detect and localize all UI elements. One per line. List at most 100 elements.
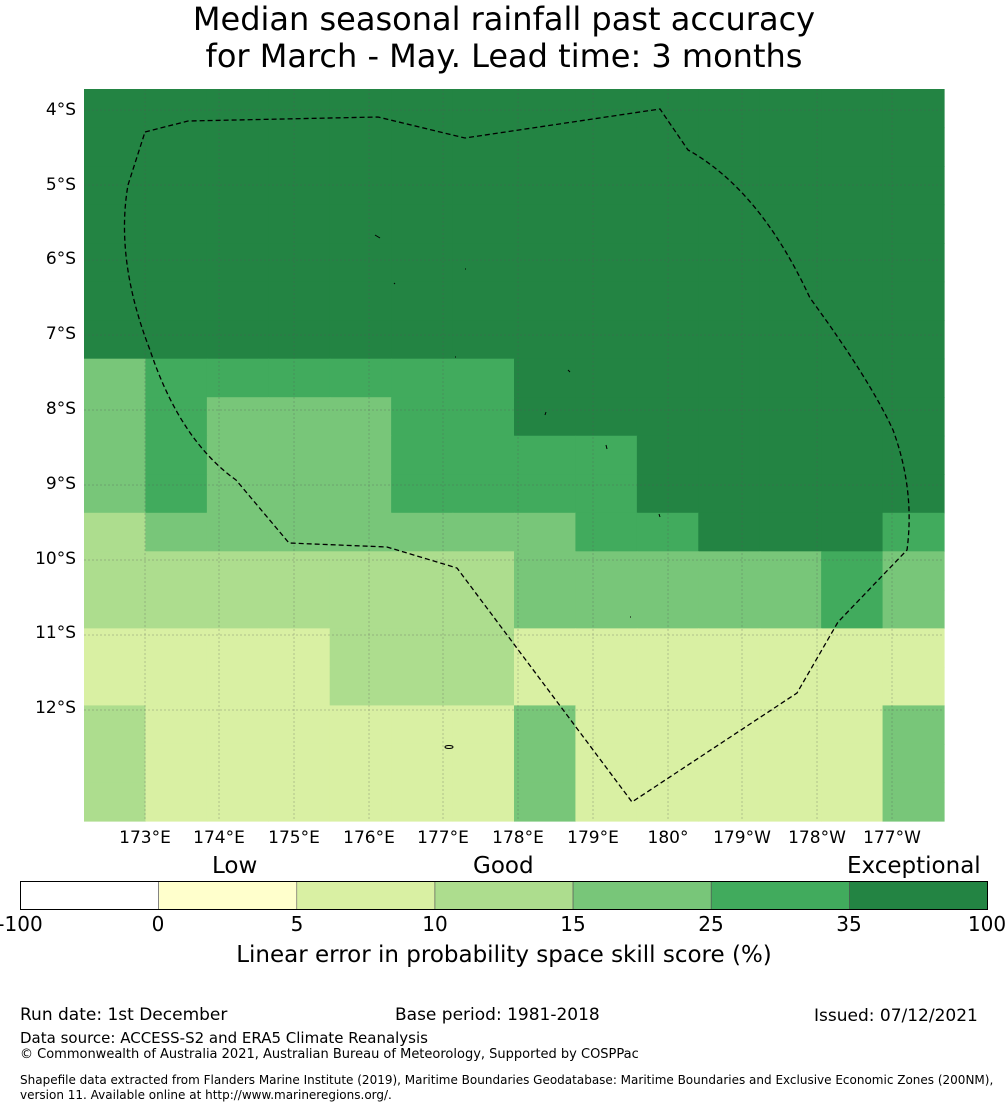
grid-cell xyxy=(329,320,392,360)
island xyxy=(544,411,547,416)
grid-cell xyxy=(206,628,269,668)
grid-cell xyxy=(268,782,331,822)
grid-cell xyxy=(575,512,638,552)
grid-cell xyxy=(84,512,147,552)
grid-cell xyxy=(84,743,147,784)
grid-cell xyxy=(145,281,208,321)
grid-cell xyxy=(575,628,638,668)
grid-cell xyxy=(84,628,147,668)
grid-cell xyxy=(391,666,454,707)
grid-cell xyxy=(759,127,822,167)
eez-boundary xyxy=(123,108,910,803)
grid-cell xyxy=(514,435,577,475)
grid-cell xyxy=(575,705,638,745)
grid-cell xyxy=(821,204,884,244)
lon-label-173e: 173°E xyxy=(119,828,171,848)
grid-cell xyxy=(882,589,945,629)
grid-cell xyxy=(759,358,822,398)
colorbar-tick: 5 xyxy=(290,912,304,936)
grid-cell xyxy=(575,89,638,129)
grid-cell xyxy=(268,474,331,514)
grid-cell xyxy=(84,243,147,283)
grid-cell xyxy=(391,320,454,360)
grid-cell xyxy=(84,589,147,629)
grid-cell xyxy=(452,89,515,129)
grid-cell xyxy=(698,782,761,822)
grid-cell xyxy=(452,551,515,591)
grid-cell xyxy=(329,743,392,784)
grid-cell xyxy=(84,435,147,475)
island xyxy=(658,513,661,518)
lat-label-5s: 5°S xyxy=(45,175,76,195)
grid-cell xyxy=(821,89,884,129)
grid-cell xyxy=(575,166,638,206)
skill-score-map xyxy=(84,89,945,822)
grid-cell xyxy=(452,782,515,822)
grid-cell xyxy=(84,89,147,129)
grid-cell xyxy=(84,551,147,591)
grid-cell xyxy=(391,589,454,629)
grid-cell xyxy=(452,397,515,437)
grid-cell xyxy=(452,204,515,244)
grid-cell xyxy=(821,782,884,822)
grid-cell xyxy=(452,127,515,167)
shapefile-credit: Shapefile data extracted from Flanders M… xyxy=(20,1073,994,1102)
lon-label-178e: 178°E xyxy=(492,828,544,848)
grid-cell xyxy=(206,474,269,514)
grid-cell xyxy=(759,166,822,206)
grid-cell xyxy=(145,628,208,668)
category-exceptional: Exceptional xyxy=(847,853,981,879)
grid-cell xyxy=(514,281,577,321)
grid-cell xyxy=(759,89,822,129)
lon-label-177w: 177°W xyxy=(863,828,921,848)
lon-label-175e: 175°E xyxy=(268,828,320,848)
grid-cell xyxy=(329,589,392,629)
grid-cell xyxy=(452,281,515,321)
grid-cell xyxy=(452,666,515,707)
grid-cell xyxy=(575,127,638,167)
island xyxy=(567,369,571,373)
grid-cell xyxy=(759,243,822,283)
grid-cell xyxy=(145,435,208,475)
grid-cell xyxy=(391,782,454,822)
grid-cell xyxy=(391,358,454,398)
grid-cell xyxy=(514,204,577,244)
grid-cell xyxy=(452,628,515,668)
grid-cell xyxy=(329,127,392,167)
grid-cell xyxy=(882,281,945,321)
grid-cell xyxy=(698,397,761,437)
grid-cell xyxy=(698,127,761,167)
grid-cell xyxy=(391,166,454,206)
grid-cell xyxy=(84,666,147,707)
grid-cell xyxy=(268,320,331,360)
grid-cell xyxy=(329,281,392,321)
grid-cell xyxy=(698,435,761,475)
grid-cell xyxy=(575,435,638,475)
grid-cell xyxy=(821,743,884,784)
grid-cell xyxy=(268,589,331,629)
grid-cell xyxy=(84,127,147,167)
grid-cell xyxy=(206,666,269,707)
colorbar-label: Linear error in probability space skill … xyxy=(236,942,772,968)
lat-label-12s: 12°S xyxy=(35,698,76,718)
grid-cell xyxy=(329,166,392,206)
colorbar-tick: -100 xyxy=(0,912,43,936)
grid-cell xyxy=(514,589,577,629)
grid-cell xyxy=(452,512,515,552)
grid-cell xyxy=(391,743,454,784)
grid-cell xyxy=(698,512,761,552)
grid-cell xyxy=(514,743,577,784)
grid-cell xyxy=(145,166,208,206)
grid-cell xyxy=(84,397,147,437)
grid-cell xyxy=(206,705,269,745)
grid-cell xyxy=(206,204,269,244)
grid-cell xyxy=(514,551,577,591)
island xyxy=(393,282,396,285)
grid-cell xyxy=(268,628,331,668)
grid-cell xyxy=(206,551,269,591)
grid-cell xyxy=(145,204,208,244)
grid-cell xyxy=(145,89,208,129)
grid-cell xyxy=(821,358,884,398)
grid-cell xyxy=(575,397,638,437)
grid-cell xyxy=(452,435,515,475)
